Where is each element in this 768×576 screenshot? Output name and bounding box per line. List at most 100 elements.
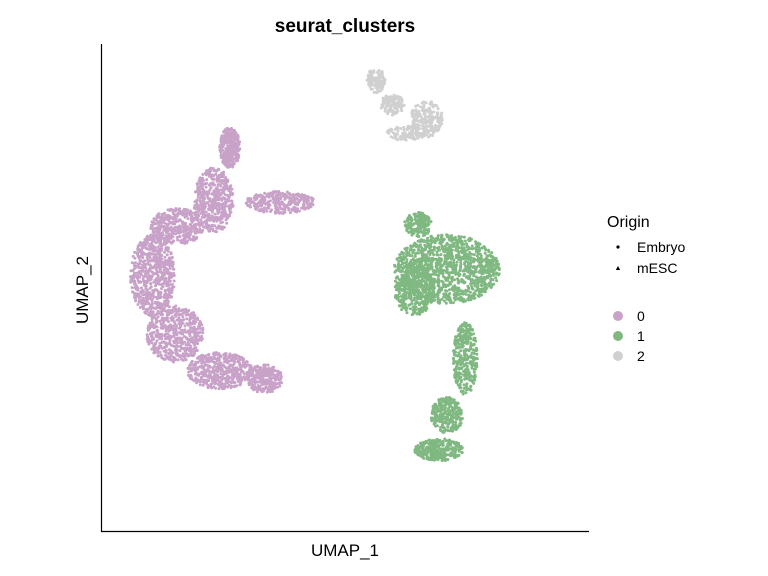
scatter-point (452, 241, 456, 245)
scatter-point (455, 260, 459, 264)
scatter-point (139, 286, 143, 290)
scatter-point (170, 325, 174, 329)
scatter-point (163, 288, 167, 292)
scatter-point (171, 267, 175, 271)
scatter-point (199, 218, 203, 222)
scatter-point (188, 223, 192, 226)
scatter-point (139, 259, 143, 263)
scatter-point (452, 287, 456, 291)
scatter-point (227, 375, 231, 379)
scatter-point (194, 222, 198, 226)
scatter-point (150, 220, 154, 224)
scatter-point (440, 265, 443, 269)
scatter-point (485, 262, 489, 266)
scatter-point (266, 363, 270, 367)
scatter-point (482, 265, 486, 269)
scatter-point (468, 252, 472, 256)
scatter-point (421, 308, 425, 312)
scatter-point (291, 200, 295, 204)
scatter-point (424, 254, 428, 258)
scatter-point (166, 284, 170, 288)
scatter-point (308, 203, 312, 207)
scatter-point (417, 257, 421, 261)
scatter-point (253, 206, 257, 210)
scatter-point (490, 269, 494, 273)
scatter-point (429, 273, 433, 277)
scatter-point (394, 269, 398, 273)
scatter-point (211, 378, 214, 382)
scatter-point (174, 220, 178, 224)
scatter-point (172, 358, 176, 362)
scatter-point (227, 155, 231, 159)
scatter-point (407, 251, 411, 255)
scatter-point (146, 328, 150, 332)
scatter-point (410, 268, 413, 272)
scatter-point (162, 340, 166, 344)
scatter-point (155, 348, 159, 352)
scatter-point (404, 264, 408, 268)
scatter-point (194, 340, 198, 344)
scatter-point (204, 185, 208, 189)
scatter-point (174, 304, 178, 308)
scatter-point (476, 264, 480, 268)
scatter-point (403, 297, 407, 301)
scatter-point (193, 349, 197, 353)
scatter-point (275, 207, 279, 211)
scatter-point (458, 296, 462, 300)
scatter-point (158, 342, 162, 345)
scatter-point (277, 190, 281, 193)
scatter-point (445, 253, 449, 257)
scatter-point (453, 297, 457, 301)
scatter-points-layer (129, 69, 501, 462)
scatter-point (185, 240, 189, 244)
scatter-point (192, 346, 196, 350)
scatter-point (230, 199, 234, 203)
scatter-point (200, 361, 204, 365)
scatter-point (424, 271, 428, 275)
scatter-point (180, 357, 183, 361)
scatter-point (218, 217, 222, 221)
scatter-point (444, 289, 447, 293)
scatter-point (206, 363, 210, 367)
scatter-point (170, 283, 174, 286)
scatter-point (140, 244, 144, 248)
scatter-point (439, 253, 443, 257)
scatter-point (305, 202, 309, 206)
scatter-point (160, 287, 163, 291)
scatter-point (181, 332, 185, 336)
scatter-point (296, 207, 300, 211)
scatter-point (136, 303, 140, 306)
scatter-point (279, 377, 283, 381)
scatter-point (165, 253, 169, 257)
scatter-point (193, 227, 197, 231)
scatter-point (448, 282, 452, 286)
scatter-point (266, 378, 270, 382)
scatter-point (155, 255, 159, 259)
scatter-point (147, 267, 151, 271)
scatter-point (256, 388, 260, 392)
scatter-point (467, 239, 471, 243)
scatter-point (445, 262, 449, 266)
scatter-point (236, 152, 240, 156)
scatter-point (285, 204, 289, 208)
scatter-point (178, 336, 182, 340)
scatter-point (404, 249, 408, 253)
scatter-point (141, 279, 145, 283)
scatter-point (184, 234, 188, 237)
scatter-point (166, 270, 170, 274)
scatter-point (193, 328, 196, 332)
scatter-point (188, 320, 192, 324)
scatter-point (196, 219, 200, 222)
scatter-point (188, 236, 192, 240)
scatter-point (462, 235, 466, 239)
scatter-point (434, 261, 438, 265)
scatter-point (145, 310, 148, 314)
scatter-point (193, 204, 197, 207)
scatter-point (470, 285, 474, 288)
scatter-point (199, 182, 203, 185)
scatter-point (217, 380, 221, 384)
scatter-point (402, 289, 406, 293)
scatter-point (211, 224, 215, 227)
scatter-point (183, 310, 187, 314)
scatter-point (437, 256, 441, 260)
